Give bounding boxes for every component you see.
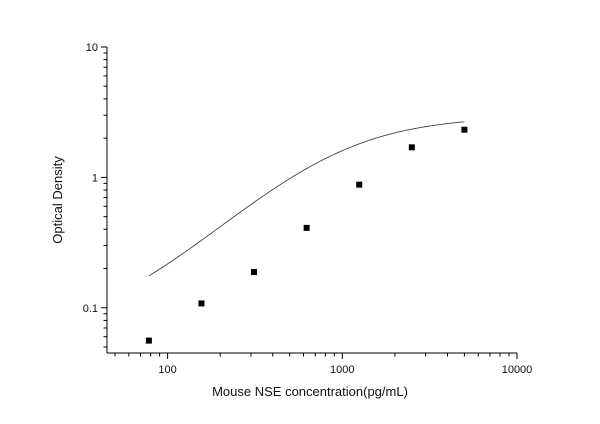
data-points	[145, 126, 468, 344]
data-point	[303, 224, 310, 231]
data-point	[461, 126, 468, 133]
x-tick-label: 1000	[330, 364, 354, 376]
plot-frame	[106, 47, 517, 354]
y-tick-label: 10	[86, 42, 98, 54]
data-point	[198, 300, 205, 307]
x-tick-label: 10000	[502, 364, 533, 376]
data-point	[145, 337, 152, 344]
y-axis-ticks: 0.1 1 10	[83, 42, 107, 348]
data-point	[408, 144, 415, 151]
x-tick-label: 100	[158, 364, 176, 376]
data-point	[251, 269, 258, 276]
data-point	[356, 181, 363, 188]
y-axis-label: Optical Density	[50, 156, 65, 244]
x-axis-ticks: 100 1000 10000	[114, 353, 533, 376]
y-tick-label: 0.1	[83, 303, 98, 315]
y-tick-label: 1	[92, 172, 98, 184]
x-axis-label: Mouse NSE concentration(pg/mL)	[212, 384, 408, 399]
fit-curve	[148, 121, 465, 277]
